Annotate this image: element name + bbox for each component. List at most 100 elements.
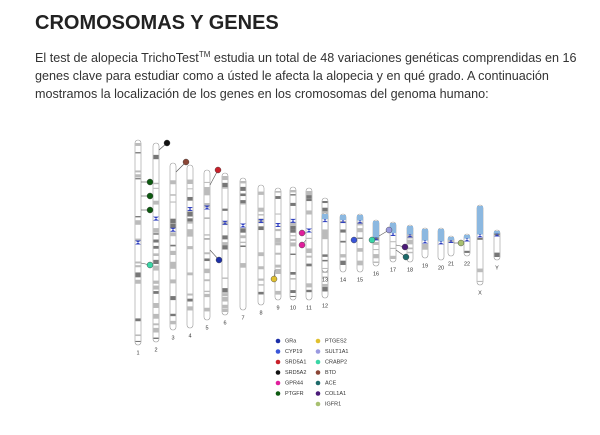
- gene-marker: [146, 192, 154, 200]
- centromere: [204, 205, 210, 210]
- chromosome: [321, 212, 329, 273]
- chromosome-label: 14: [340, 277, 346, 283]
- band: [477, 268, 483, 273]
- band: [275, 290, 281, 295]
- band: [373, 249, 379, 251]
- band: [153, 182, 159, 185]
- chromosome: [257, 184, 265, 306]
- chromosome: [239, 177, 247, 311]
- band: [187, 229, 193, 234]
- band: [240, 203, 246, 205]
- band: [258, 266, 264, 270]
- chromosome-label: 17: [390, 267, 396, 273]
- legend-swatch: [275, 380, 281, 386]
- band: [357, 221, 363, 226]
- band: [477, 280, 483, 282]
- band: [340, 260, 346, 265]
- band: [290, 202, 296, 206]
- legend-label: SRD5A2: [285, 370, 306, 376]
- band: [135, 152, 141, 154]
- band: [258, 207, 264, 212]
- legend-swatch: [315, 401, 321, 407]
- band: [153, 280, 159, 284]
- chromosome-label: 2: [154, 347, 157, 353]
- band: [187, 211, 193, 217]
- band: [407, 239, 413, 245]
- band: [170, 250, 176, 256]
- chromosome: [339, 213, 347, 273]
- band: [240, 193, 246, 197]
- gene-marker: [298, 241, 306, 249]
- band: [135, 174, 141, 178]
- chromosome-label: 3: [171, 335, 174, 341]
- chromosome-label: 15: [357, 277, 363, 283]
- chromosome-label: 8: [259, 310, 262, 316]
- legend-swatch: [275, 349, 281, 354]
- band: [170, 266, 176, 269]
- band: [135, 334, 141, 337]
- band: [153, 239, 159, 243]
- band: [222, 293, 228, 297]
- band: [322, 232, 328, 238]
- band: [170, 232, 176, 237]
- band: [290, 242, 296, 247]
- gene-marker: [402, 253, 410, 261]
- gene-marker: [215, 256, 223, 264]
- band: [290, 295, 296, 297]
- band: [153, 245, 159, 249]
- gene-marker: [401, 243, 409, 251]
- band: [204, 238, 210, 240]
- band: [322, 283, 328, 289]
- centromere: [258, 219, 264, 223]
- centromere: [275, 222, 281, 227]
- band: [340, 254, 346, 258]
- band: [222, 176, 228, 181]
- band: [187, 179, 193, 184]
- band: [290, 235, 296, 237]
- chromosome-label: 4: [188, 333, 191, 339]
- title: CROMOSOMAS Y GENES: [35, 12, 279, 34]
- band: [187, 298, 193, 302]
- centromere: [170, 227, 176, 232]
- band: [422, 247, 428, 250]
- band: [258, 278, 264, 281]
- band: [153, 259, 159, 265]
- band: [390, 241, 396, 243]
- heterochromatin: [448, 237, 454, 240]
- chromosome-label: 6: [223, 320, 226, 326]
- band: [290, 190, 296, 193]
- band: [204, 217, 210, 220]
- band: [340, 240, 346, 243]
- legend-swatch: [275, 391, 281, 396]
- chromosome-label: 11: [306, 305, 312, 311]
- band: [170, 313, 176, 317]
- gene-marker: [163, 139, 171, 147]
- band: [153, 285, 159, 290]
- band: [290, 253, 296, 255]
- chromosome-label: 22: [464, 261, 470, 267]
- legend-label: PTGES2: [325, 338, 347, 344]
- legend-swatch: [315, 338, 321, 344]
- band: [204, 252, 210, 255]
- band: [187, 272, 193, 276]
- band: [306, 210, 312, 215]
- band: [290, 290, 296, 294]
- heterochromatin: [407, 226, 413, 235]
- heterochromatin: [464, 235, 470, 239]
- heterochromatin: [477, 206, 483, 235]
- intro-text: El test de alopecia TrichoTest: [35, 51, 199, 66]
- band: [322, 201, 328, 204]
- band: [170, 223, 176, 229]
- band: [170, 201, 176, 203]
- band: [477, 237, 483, 240]
- band: [222, 277, 228, 279]
- legend-label: ACE: [325, 380, 337, 386]
- legend-label: CYP19: [285, 349, 302, 355]
- band: [222, 288, 228, 293]
- band: [258, 214, 264, 216]
- band: [373, 242, 379, 245]
- legend-label: BTD: [325, 370, 336, 376]
- band: [290, 271, 296, 275]
- band: [275, 264, 281, 268]
- gene-marker: [146, 261, 154, 269]
